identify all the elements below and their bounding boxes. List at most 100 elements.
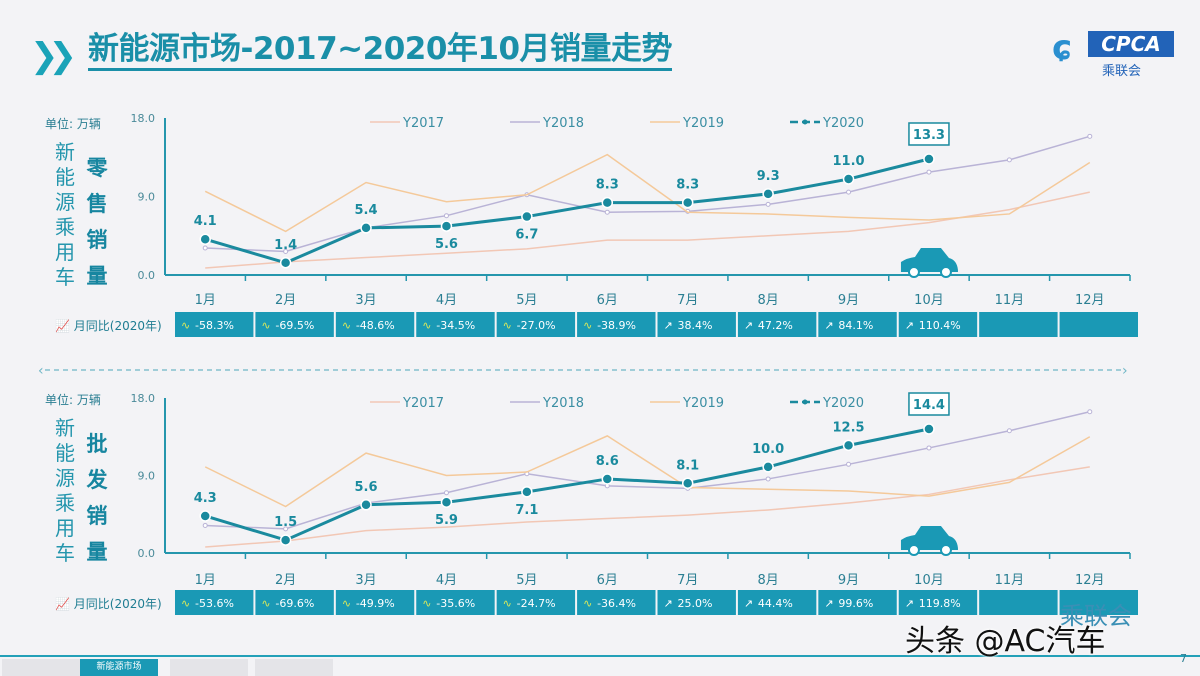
x-tick-label: 4月 <box>436 573 457 588</box>
footer-tab[interactable] <box>2 659 80 676</box>
trend-down-icon: ∿ <box>181 597 190 610</box>
yoy-cell <box>335 590 415 615</box>
data-point <box>601 473 614 485</box>
data-point <box>601 196 614 209</box>
yoy-cell <box>657 312 736 337</box>
yoy-value: -35.6% <box>436 597 475 610</box>
data-label: 8.3 <box>596 178 619 193</box>
series-line-y2020 <box>204 427 930 542</box>
highlight-box <box>908 392 950 416</box>
yoy-value: -27.0% <box>517 319 556 332</box>
x-tick-label: 3月 <box>355 293 376 308</box>
footer-tab-active[interactable]: 新能源市场 <box>80 659 158 676</box>
highlight-box <box>908 122 950 146</box>
x-tick-label: 2月 <box>275 293 296 308</box>
legend-marker <box>802 119 808 125</box>
data-point <box>440 496 453 508</box>
data-label: 1.5 <box>274 515 297 530</box>
legend-label: Y2019 <box>682 396 724 411</box>
x-tick-label: 12月 <box>1075 573 1105 588</box>
yoy-value: 25.0% <box>678 597 713 610</box>
side-label: 新能源乘用车 <box>55 140 75 289</box>
footer-tab[interactable] <box>170 659 248 676</box>
data-point <box>762 461 774 473</box>
data-point <box>199 510 211 522</box>
series-line-y2017 <box>205 466 1090 548</box>
trend-up-icon: ↗ <box>664 319 673 332</box>
yoy-cell <box>577 590 656 615</box>
yoy-label: 📈 月同比(2020年) <box>55 597 162 611</box>
yoy-cell <box>175 590 254 615</box>
footer-tabs: 新能源市场 <box>0 655 1200 676</box>
watermark-logo: 乘联会 <box>1060 602 1132 630</box>
trend-down-icon: ∿ <box>342 319 351 332</box>
yoy-label-text: 月同比(2020年) <box>73 319 162 333</box>
data-point <box>842 439 855 452</box>
footer-tab[interactable] <box>255 659 333 676</box>
yoy-cell <box>737 590 817 615</box>
trend-up-icon: ↗ <box>905 597 914 610</box>
data-point <box>846 461 852 467</box>
y-tick-label: 9.0 <box>138 470 156 483</box>
data-label: 8.3 <box>676 178 699 193</box>
data-label: 12.5 <box>833 420 865 435</box>
car-wheel-icon <box>907 266 920 278</box>
data-label: 14.4 <box>913 398 945 413</box>
yoy-cell <box>255 312 334 337</box>
yoy-value: -69.5% <box>275 319 314 332</box>
x-tick-label: 6月 <box>597 293 618 308</box>
yoy-value: -69.6% <box>275 597 314 610</box>
yoy-cell <box>657 590 736 615</box>
yoy-cell <box>335 312 415 337</box>
x-tick-label: 8月 <box>757 293 778 308</box>
trend-up-icon: ↗ <box>905 319 914 332</box>
trend-up-icon: ↗ <box>664 597 673 610</box>
x-tick-label: 10月 <box>914 573 944 588</box>
logo-sub: 乘联会 <box>1102 64 1142 79</box>
yoy-value: 38.4% <box>678 319 713 332</box>
yoy-label-text: 月同比(2020年) <box>73 597 162 611</box>
legend-label: Y2018 <box>542 396 584 411</box>
data-point <box>202 522 208 528</box>
data-point <box>681 477 694 489</box>
yoy-value: -49.9% <box>356 597 395 610</box>
data-point <box>199 233 211 245</box>
data-point <box>923 153 935 165</box>
legend-label: Y2017 <box>402 116 444 131</box>
yoy-value: 84.1% <box>838 319 873 332</box>
arrow-right-icon: › <box>1122 363 1128 379</box>
car-wheel-icon <box>939 544 952 556</box>
series-line-y2019 <box>204 435 1091 508</box>
x-tick-label: 4月 <box>436 293 457 308</box>
yoy-cell <box>737 312 817 337</box>
x-tick-label: 6月 <box>597 573 618 588</box>
data-point <box>1087 409 1093 415</box>
trend-down-icon: ∿ <box>181 319 190 332</box>
yoy-cell <box>416 312 495 337</box>
data-label: 8.6 <box>596 454 619 469</box>
data-point <box>283 526 289 532</box>
data-label: 1.4 <box>274 238 297 253</box>
data-point <box>846 189 852 195</box>
data-label: 8.1 <box>676 458 699 473</box>
yoy-cell <box>818 590 897 615</box>
yoy-cell <box>255 590 334 615</box>
legend-marker <box>802 399 808 405</box>
yoy-cell <box>1059 590 1138 615</box>
data-point <box>1087 133 1093 139</box>
yoy-cell <box>1059 312 1138 337</box>
car-icon <box>900 248 958 272</box>
y-tick-label: 0.0 <box>138 547 156 560</box>
legend-label: Y2020 <box>822 116 864 131</box>
data-point <box>926 169 932 175</box>
data-label: 9.3 <box>757 169 780 184</box>
x-tick-label: 11月 <box>995 573 1025 588</box>
page-number: 7 <box>1180 652 1187 665</box>
trend-up-icon: ↗ <box>824 319 833 332</box>
trend-down-icon: ∿ <box>583 597 592 610</box>
data-point <box>443 213 449 219</box>
y-tick-label: 18.0 <box>131 392 156 405</box>
yoy-cell <box>818 312 897 337</box>
trend-down-icon: ∿ <box>422 597 431 610</box>
